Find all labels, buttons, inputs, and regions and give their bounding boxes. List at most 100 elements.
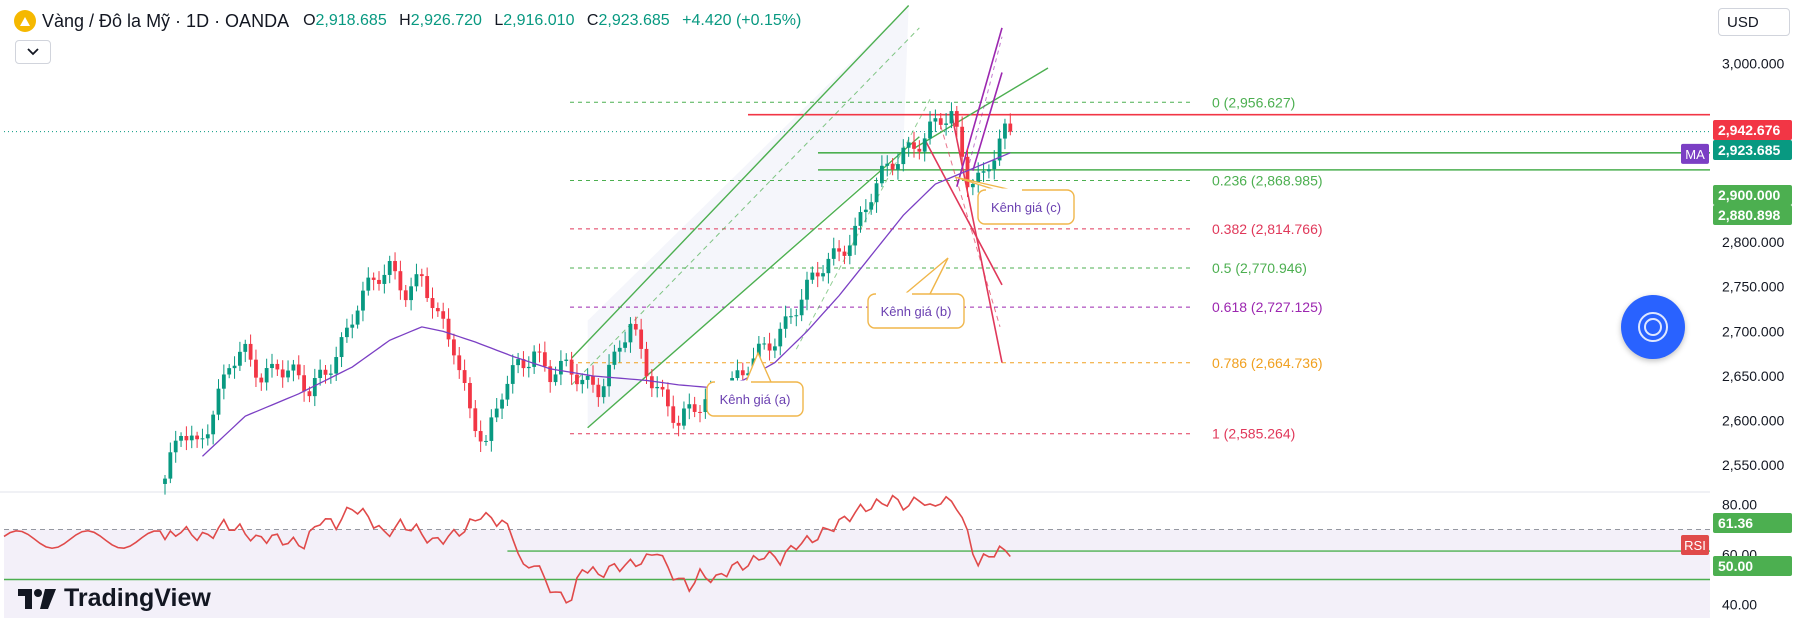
fib-level-label: 0.236 (2,868.985) bbox=[1212, 172, 1323, 188]
candle-body bbox=[484, 440, 488, 442]
candle-body bbox=[355, 310, 360, 325]
candle-body bbox=[815, 272, 820, 277]
candle-body bbox=[992, 160, 997, 170]
candle-body bbox=[649, 376, 654, 389]
price-channel-annotation: Kênh giá (c) bbox=[954, 176, 1075, 225]
candle-body bbox=[248, 343, 253, 360]
candle-body bbox=[168, 452, 173, 479]
candle-body bbox=[414, 274, 419, 287]
channel-a-mid-line bbox=[571, 27, 920, 386]
candle-body bbox=[430, 298, 435, 309]
gold-coin-icon[interactable] bbox=[14, 10, 36, 32]
candle-body bbox=[575, 374, 579, 385]
candle-body bbox=[922, 138, 927, 152]
rsi-label-tag-bg bbox=[1681, 535, 1709, 555]
tradingview-logo[interactable]: TradingView bbox=[18, 584, 211, 613]
candle-body bbox=[227, 368, 232, 375]
fib-level-label: 0.382 (2,814.766) bbox=[1212, 221, 1323, 237]
candle-body bbox=[419, 274, 424, 277]
candle-body bbox=[457, 355, 462, 371]
candle-body bbox=[580, 379, 585, 385]
candle-body bbox=[286, 370, 290, 378]
candle-body bbox=[409, 286, 413, 301]
candle-body bbox=[880, 165, 884, 184]
annotation-gap bbox=[986, 188, 1022, 192]
candle-body bbox=[205, 434, 210, 439]
candle-body bbox=[821, 273, 825, 277]
high-label: H bbox=[399, 12, 411, 29]
rsi-label-tag: RSI bbox=[1681, 535, 1709, 555]
candle-body bbox=[184, 435, 189, 441]
fib-level-label: 0.5 (2,770.946) bbox=[1212, 260, 1307, 276]
candle-body bbox=[628, 324, 633, 343]
candle-body bbox=[970, 183, 975, 188]
annotation-box bbox=[977, 189, 1075, 225]
candle-body bbox=[350, 324, 355, 328]
price-tag: 2,880.898 bbox=[1713, 205, 1792, 225]
candle-body bbox=[644, 348, 649, 377]
candle-body bbox=[211, 414, 216, 435]
price-tag-bg bbox=[1713, 205, 1792, 225]
low-value: 2,916.010 bbox=[503, 12, 575, 29]
high-value: 2,926.720 bbox=[410, 12, 482, 29]
collapse-legend-button[interactable] bbox=[15, 40, 51, 64]
annotation-gap bbox=[715, 380, 751, 384]
candle-body bbox=[382, 274, 387, 284]
close-value: 2,923.685 bbox=[598, 12, 670, 29]
candle-body bbox=[617, 347, 622, 352]
candle-body bbox=[521, 359, 526, 369]
annotation-label: Kênh giá (c) bbox=[991, 200, 1061, 215]
moving-average-line bbox=[202, 152, 1011, 457]
target-icon[interactable] bbox=[1621, 295, 1685, 359]
candle-body bbox=[601, 386, 606, 398]
ma-label-tag-bg bbox=[1681, 143, 1709, 164]
chevron-down-icon bbox=[27, 48, 39, 56]
symbol-title[interactable]: Vàng / Đô la Mỹ · 1D · OANDA bbox=[42, 10, 290, 31]
candle-body bbox=[366, 277, 371, 291]
candle-body bbox=[773, 346, 777, 351]
candle-body bbox=[1008, 123, 1013, 132]
candle-body bbox=[885, 163, 890, 166]
symbol-header: Vàng / Đô la Mỹ · 1D · OANDA O2,918.685 … bbox=[14, 10, 801, 32]
candle-body bbox=[259, 377, 264, 383]
candle-body bbox=[960, 126, 965, 157]
candle-body bbox=[296, 364, 301, 376]
candle-body bbox=[901, 147, 906, 165]
candle-body bbox=[473, 408, 478, 432]
candle-body bbox=[446, 318, 451, 340]
price-axis-tick: 2,600.000 bbox=[1722, 413, 1784, 429]
candle-body bbox=[307, 391, 312, 397]
price-tag-bg bbox=[1713, 120, 1792, 140]
candle-body bbox=[944, 123, 948, 125]
channel-b-inner-line bbox=[923, 139, 1003, 286]
fib-level-label: 0 (2,956.627) bbox=[1212, 94, 1295, 110]
candle-body bbox=[735, 370, 740, 379]
candle-body bbox=[189, 435, 194, 441]
candle-body bbox=[441, 311, 446, 319]
candle-body bbox=[591, 375, 595, 385]
candle-body bbox=[917, 148, 922, 152]
annotation-pointer bbox=[745, 351, 772, 383]
candle-body bbox=[965, 156, 970, 188]
candle-body bbox=[371, 277, 376, 280]
candle-body bbox=[906, 142, 911, 148]
candle-body bbox=[323, 369, 328, 375]
candle-body bbox=[896, 164, 900, 170]
candle-body bbox=[291, 364, 296, 371]
price-tag-text: 2,942.676 bbox=[1718, 122, 1780, 138]
candle-body bbox=[452, 339, 456, 356]
price-tag-text: 2,900.000 bbox=[1718, 187, 1780, 203]
candle-body bbox=[243, 343, 248, 352]
candle-body bbox=[339, 337, 344, 358]
channel-a-lower-line bbox=[587, 136, 920, 429]
change-value: +4.420 (+0.15%) bbox=[682, 12, 802, 29]
candle-body bbox=[623, 342, 627, 348]
candle-body bbox=[666, 389, 670, 407]
candle-body bbox=[361, 290, 365, 311]
annotation-box bbox=[706, 381, 804, 417]
candle-body bbox=[526, 366, 531, 369]
candle-body bbox=[612, 351, 617, 365]
candle-body bbox=[398, 271, 403, 291]
currency-selector[interactable]: USD bbox=[1718, 8, 1790, 36]
